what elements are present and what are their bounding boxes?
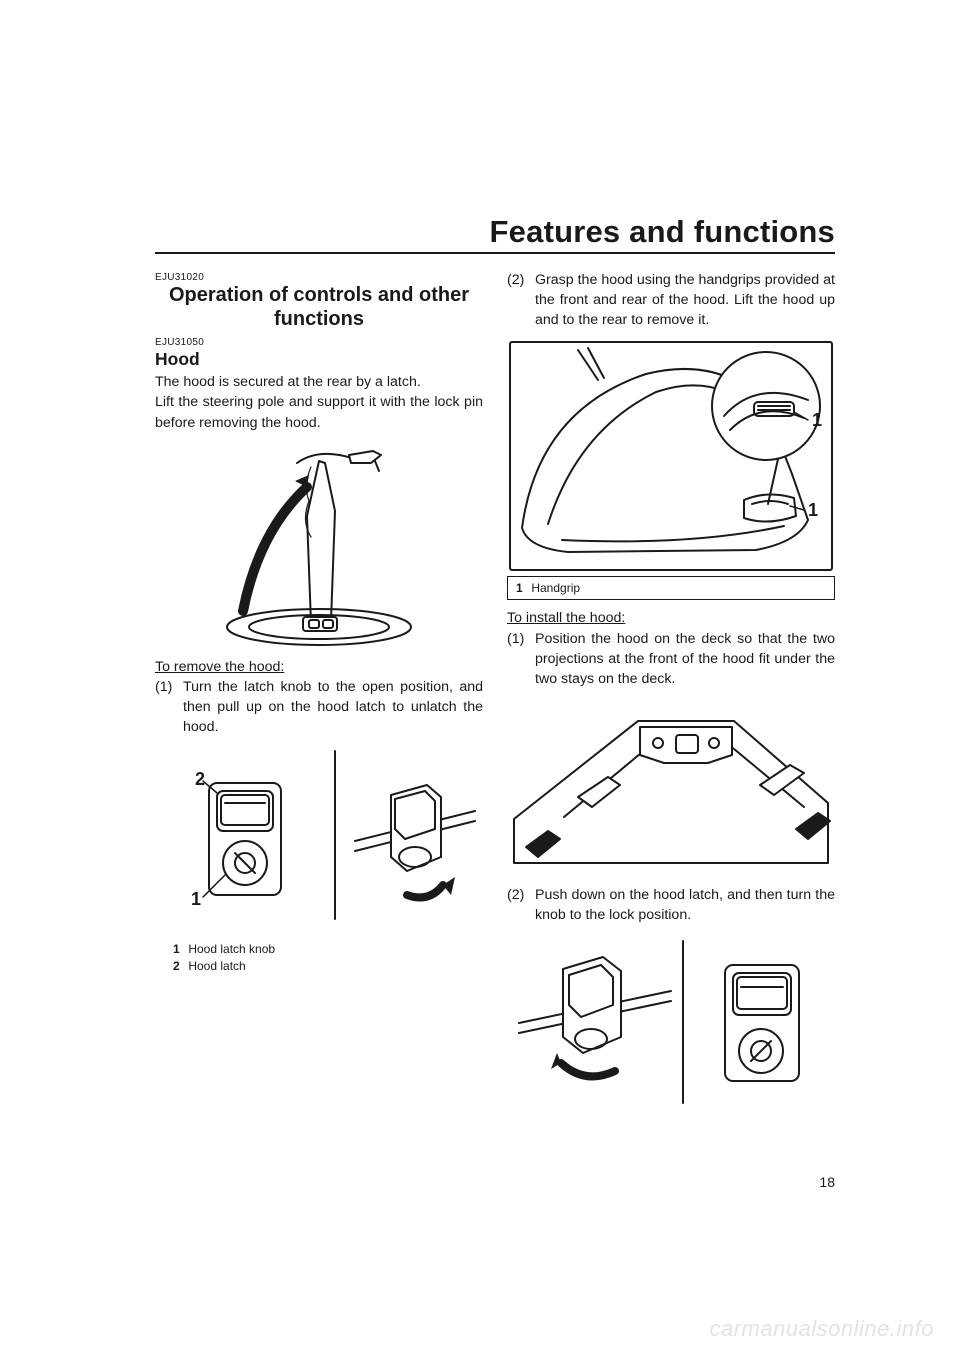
remove-step-1-num: (1)	[155, 677, 183, 737]
caption-1-txt: Hood latch knob	[188, 942, 275, 956]
right-column: (2) Grasp the hood using the handgrips p…	[507, 266, 835, 1117]
svg-text:2: 2	[195, 769, 205, 789]
svg-text:1: 1	[808, 500, 818, 520]
page-number: 18	[819, 1174, 835, 1190]
install-label: To install the hood:	[507, 608, 835, 628]
remove-step-2-num: (2)	[507, 270, 535, 330]
section-heading: Operation of controls and other function…	[155, 284, 483, 331]
caption-row-2: 2 Hood latch	[173, 958, 483, 975]
install-step-2-txt: Push down on the hood latch, and then tu…	[535, 885, 835, 925]
figure-latch-knob: 2 1	[155, 745, 483, 935]
caption-2-num: 2	[173, 958, 185, 975]
remove-step-1: (1) Turn the latch knob to the open posi…	[155, 677, 483, 737]
section-code: EJU31020	[155, 272, 483, 283]
section-heading-line1: Operation of controls and other	[169, 284, 469, 306]
figure-handgrip: 1 1	[507, 340, 835, 572]
caption-row-1: 1 Hood latch knob	[173, 941, 483, 958]
handgrip-cap-num: 1	[516, 581, 528, 595]
install-step-2-num: (2)	[507, 885, 535, 925]
install-step-1-num: (1)	[507, 629, 535, 689]
remove-step-2: (2) Grasp the hood using the handgrips p…	[507, 270, 835, 330]
svg-text:1: 1	[191, 889, 201, 909]
section-heading-line2: functions	[274, 308, 364, 330]
figure-deck-stays	[507, 699, 835, 879]
remove-step-2-txt: Grasp the hood using the handgrips provi…	[535, 270, 835, 330]
svg-text:1: 1	[812, 410, 822, 430]
hood-p2: Lift the steering pole and support it wi…	[155, 392, 483, 432]
remove-label-text: To remove the hood:	[155, 659, 284, 675]
install-label-text: To install the hood:	[507, 610, 625, 626]
remove-label: To remove the hood:	[155, 657, 483, 677]
remove-step-1-txt: Turn the latch knob to the open position…	[183, 677, 483, 737]
sub-heading: Hood	[155, 349, 483, 370]
figure-steering-pole	[155, 441, 483, 651]
install-step-1-txt: Position the hood on the deck so that th…	[535, 629, 835, 689]
left-column: EJU31020 Operation of controls and other…	[155, 266, 483, 1117]
handgrip-cap-txt: Handgrip	[531, 581, 580, 595]
sub-code: EJU31050	[155, 337, 483, 348]
install-step-1: (1) Position the hood on the deck so tha…	[507, 629, 835, 689]
watermark: carmanualsonline.info	[709, 1316, 934, 1342]
caption-2-txt: Hood latch	[188, 959, 245, 973]
figure-lock-latch	[507, 935, 835, 1111]
running-title: Features and functions	[155, 214, 835, 250]
install-step-2: (2) Push down on the hood latch, and the…	[507, 885, 835, 925]
hood-p1: The hood is secured at the rear by a lat…	[155, 372, 483, 392]
caption-box-handgrip: 1 Handgrip	[507, 576, 835, 600]
header-rule	[155, 252, 835, 254]
caption-1-num: 1	[173, 941, 185, 958]
